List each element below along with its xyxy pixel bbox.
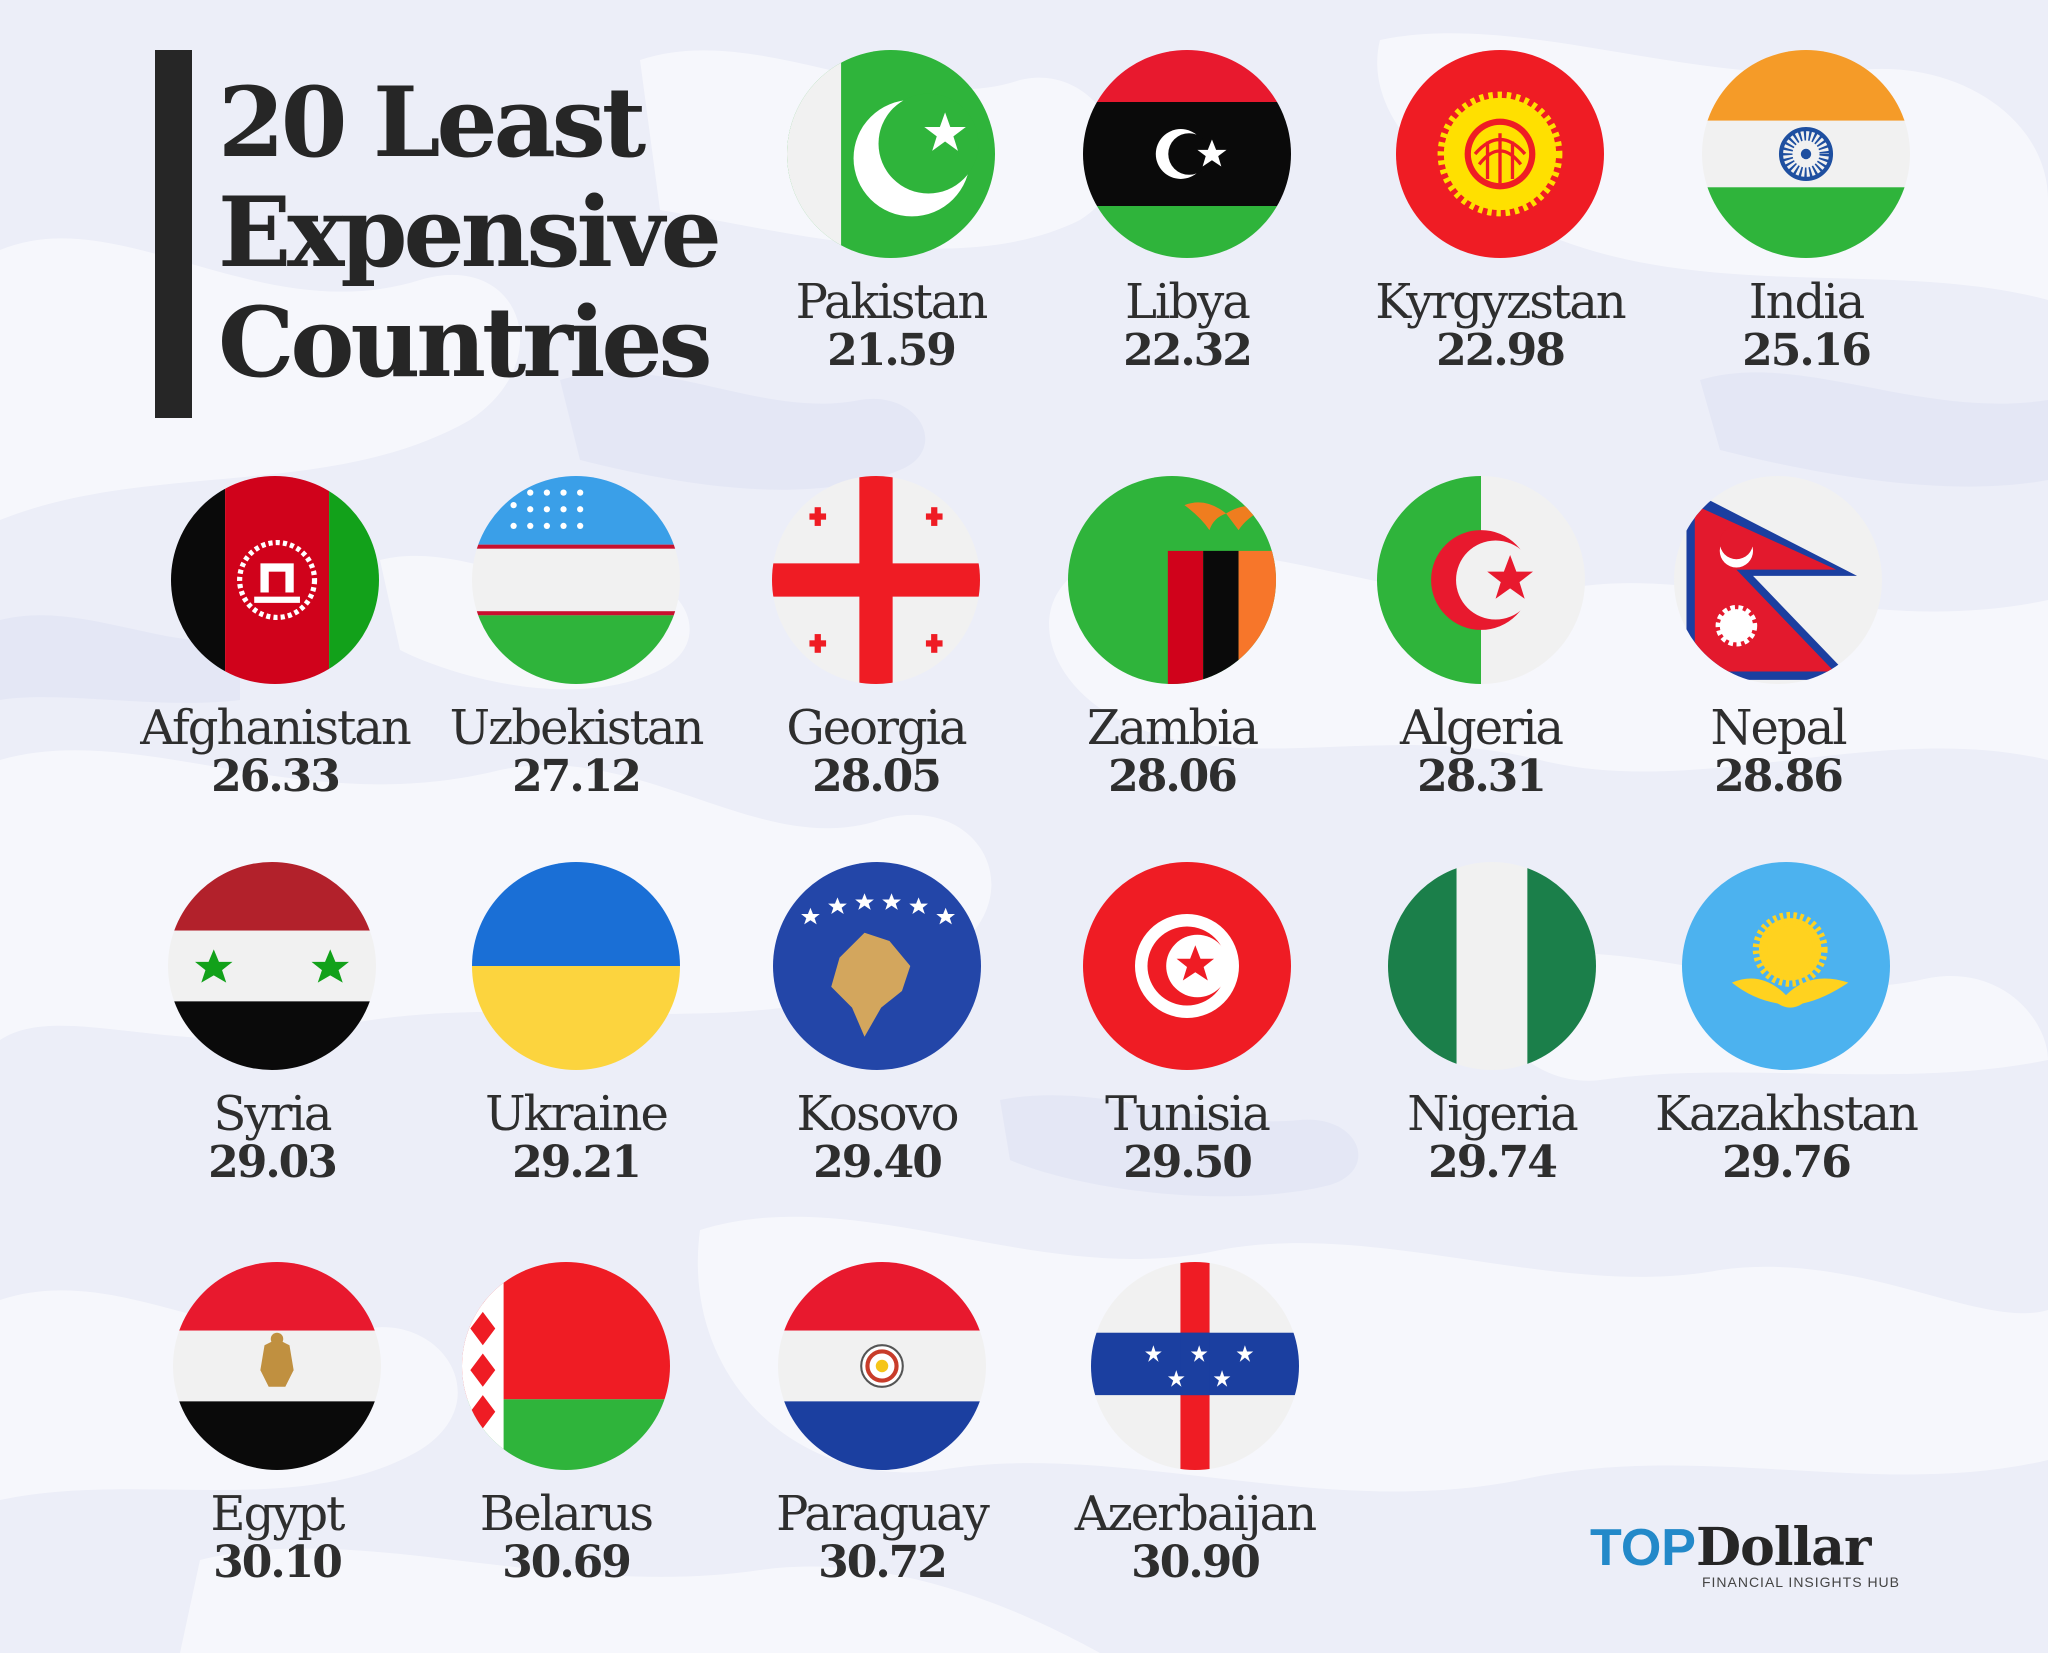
country-value: 25.16 <box>1742 325 1872 376</box>
title-line-3: Countries <box>218 286 713 399</box>
country-name: Georgia <box>786 700 967 756</box>
country-card-algeria: Algeria 28.31 <box>1301 476 1661 802</box>
country-name: Libya <box>1125 274 1251 330</box>
country-card-nigeria: Nigeria 29.74 <box>1312 862 1672 1188</box>
country-name: Kosovo <box>796 1086 959 1142</box>
country-value: 28.31 <box>1417 751 1547 802</box>
country-name: Egypt <box>210 1486 346 1542</box>
country-value: 29.21 <box>512 1137 642 1188</box>
country-name: Pakistan <box>795 274 989 330</box>
pakistan-flag-icon <box>787 50 995 258</box>
title-accent-bar <box>155 50 192 418</box>
country-name: Afghanistan <box>140 700 412 756</box>
georgia-flag-icon <box>772 476 980 684</box>
country-value: 29.50 <box>1123 1137 1253 1188</box>
country-value: 28.05 <box>812 751 942 802</box>
country-card-egypt: Egypt 30.10 <box>97 1262 457 1588</box>
country-name: Kazakhstan <box>1655 1086 1919 1142</box>
country-value: 30.10 <box>213 1537 343 1588</box>
uzbekistan-flag-icon <box>472 476 680 684</box>
algeria-flag-icon <box>1377 476 1585 684</box>
country-value: 27.12 <box>512 751 642 802</box>
brand-tagline: FINANCIAL INSIGHTS HUB <box>1701 1574 1900 1590</box>
ukraine-flag-icon <box>472 862 680 1070</box>
afghanistan-flag-icon <box>171 476 379 684</box>
title-line-2: Expensive <box>218 176 722 289</box>
country-card-kosovo: Kosovo 29.40 <box>697 862 1057 1188</box>
country-value: 26.33 <box>211 751 341 802</box>
tunisia-flag-icon <box>1083 862 1291 1070</box>
country-name: Syria <box>213 1086 333 1142</box>
brand-wordmark: TOPDollar <box>1590 1517 1910 1578</box>
country-value: 29.74 <box>1428 1137 1558 1188</box>
syria-flag-icon <box>168 862 376 1070</box>
country-card-zambia: Zambia 28.06 <box>992 476 1352 802</box>
country-value: 30.69 <box>502 1537 632 1588</box>
country-value: 28.06 <box>1108 751 1238 802</box>
country-value: 30.90 <box>1131 1537 1261 1588</box>
nigeria-flag-icon <box>1388 862 1596 1070</box>
country-value: 21.59 <box>827 325 957 376</box>
country-name: Algeria <box>1399 700 1564 756</box>
country-card-georgia: Georgia 28.05 <box>696 476 1056 802</box>
country-name: Nigeria <box>1407 1086 1578 1142</box>
country-name: Zambia <box>1086 700 1259 756</box>
country-name: Ukraine <box>485 1086 669 1142</box>
belarus-flag-icon <box>462 1262 670 1470</box>
country-card-paraguay: Paraguay 30.72 <box>702 1262 1062 1588</box>
country-card-tunisia: Tunisia 29.50 <box>1007 862 1367 1188</box>
egypt-flag-icon <box>173 1262 381 1470</box>
brand-top-text: TOP <box>1590 1519 1696 1577</box>
country-value: 28.86 <box>1714 751 1844 802</box>
country-value: 22.98 <box>1436 325 1566 376</box>
country-value: 30.72 <box>818 1537 948 1588</box>
india-flag-icon <box>1702 50 1910 258</box>
country-name: Kyrgyzstan <box>1375 274 1626 330</box>
country-card-uzbekistan: Uzbekistan 27.12 <box>396 476 756 802</box>
title-line-1: 20 Least <box>218 66 646 179</box>
country-name: Nepal <box>1710 700 1847 756</box>
nepal-flag-icon <box>1674 476 1882 684</box>
page-title: 20 Least Expensive Countries <box>218 66 722 399</box>
country-value: 22.32 <box>1123 325 1253 376</box>
libya-flag-icon <box>1083 50 1291 258</box>
kazakhstan-flag-icon <box>1682 862 1890 1070</box>
azerbaijan-flag-icon <box>1091 1262 1299 1470</box>
country-card-kazakhstan: Kazakhstan 29.76 <box>1606 862 1966 1188</box>
kosovo-flag-icon <box>773 862 981 1070</box>
country-card-syria: Syria 29.03 <box>92 862 452 1188</box>
paraguay-flag-icon <box>778 1262 986 1470</box>
brand-dollar-text: Dollar <box>1695 1517 1871 1578</box>
country-name: Azerbaijan <box>1074 1486 1317 1542</box>
country-card-nepal: Nepal 28.86 <box>1598 476 1958 802</box>
kyrgyzstan-flag-icon <box>1396 50 1604 258</box>
country-card-belarus: Belarus 30.69 <box>386 1262 746 1588</box>
country-card-azerbaijan: Azerbaijan 30.90 <box>1015 1262 1375 1588</box>
country-name: India <box>1748 274 1866 330</box>
country-value: 29.03 <box>208 1137 338 1188</box>
country-card-ukraine: Ukraine 29.21 <box>396 862 756 1188</box>
country-card-libya: Libya 22.32 <box>1007 50 1367 376</box>
country-card-kyrgyzstan: Kyrgyzstan 22.98 <box>1320 50 1680 376</box>
zambia-flag-icon <box>1068 476 1276 684</box>
country-value: 29.76 <box>1722 1137 1852 1188</box>
country-name: Belarus <box>479 1486 654 1542</box>
country-value: 29.40 <box>813 1137 943 1188</box>
brand-logo: TOPDollar FINANCIAL INSIGHTS HUB <box>1590 1517 1910 1591</box>
country-name: Tunisia <box>1105 1086 1271 1142</box>
country-name: Paraguay <box>776 1486 990 1542</box>
country-card-afghanistan: Afghanistan 26.33 <box>95 476 455 802</box>
country-card-india: India 25.16 <box>1626 50 1986 376</box>
country-card-pakistan: Pakistan 21.59 <box>711 50 1071 376</box>
country-name: Uzbekistan <box>449 700 705 756</box>
